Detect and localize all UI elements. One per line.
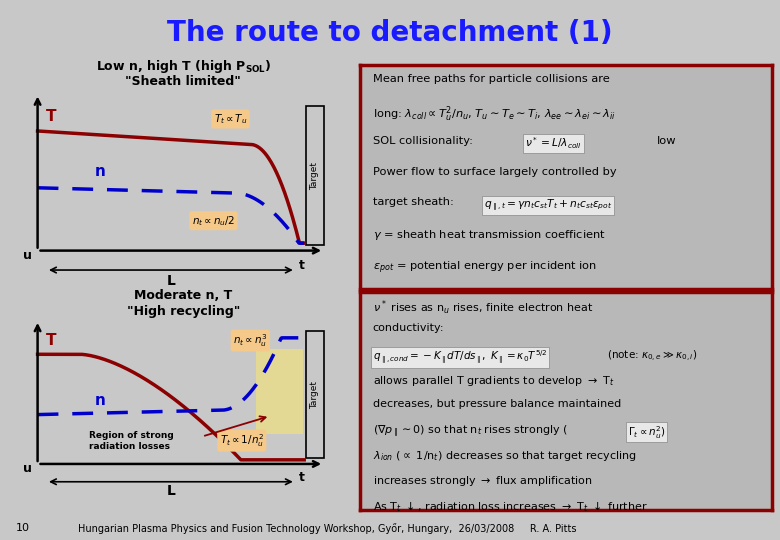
Text: t: t [299, 471, 304, 484]
Text: t: t [299, 259, 304, 272]
Bar [306, 331, 324, 458]
Text: long: $\lambda_{coll} \propto T_u^2/n_u$, $T_u \sim T_e \sim T_i$, $\lambda_{ee}: long: $\lambda_{coll} \propto T_u^2/n_u$… [373, 105, 615, 124]
Text: ($\nabla p_\parallel \sim 0$) so that n$_t$ rises strongly (: ($\nabla p_\parallel \sim 0$) so that n$… [373, 424, 568, 440]
Text: T: T [46, 333, 57, 348]
Text: SOL collisionality:: SOL collisionality: [373, 136, 473, 146]
Text: Target: Target [310, 162, 320, 190]
Text: $n_t \propto n_u^3$: $n_t \propto n_u^3$ [233, 332, 268, 349]
Text: Region of strong
radiation losses: Region of strong radiation losses [89, 431, 173, 451]
Text: Mean free paths for particle collisions are: Mean free paths for particle collisions … [373, 74, 609, 84]
Text: Hungarian Plasma Physics and Fusion Technology Workshop, Győr, Hungary,  26/03/2: Hungarian Plasma Physics and Fusion Tech… [78, 523, 576, 534]
Text: $\gamma$ = sheath heat transmission coefficient: $\gamma$ = sheath heat transmission coef… [373, 228, 605, 242]
Text: $\lambda_{ion}$ ($\propto$ 1/n$_t$) decreases so that target recycling: $\lambda_{ion}$ ($\propto$ 1/n$_t$) decr… [373, 449, 636, 463]
Bar [306, 105, 324, 245]
Text: T: T [46, 109, 57, 124]
Text: (note: $\kappa_{0,e} \gg \kappa_{0,i}$): (note: $\kappa_{0,e} \gg \kappa_{0,i}$) [608, 348, 697, 363]
Text: allows parallel T gradients to develop $\rightarrow$ T$_t$: allows parallel T gradients to develop $… [373, 374, 615, 388]
Text: $\Gamma_t \propto n_u^2$): $\Gamma_t \propto n_u^2$) [628, 424, 665, 441]
Text: increases strongly $\rightarrow$ flux amplification: increases strongly $\rightarrow$ flux am… [373, 474, 593, 488]
Text: As T$_t$ $\downarrow$, radiation loss increases $\rightarrow$ T$_t$ $\downarrow$: As T$_t$ $\downarrow$, radiation loss in… [373, 500, 647, 514]
Text: decreases, but pressure balance maintained: decreases, but pressure balance maintain… [373, 399, 621, 409]
Text: $n_t \propto n_u/2$: $n_t \propto n_u/2$ [192, 214, 235, 227]
Text: target sheath:: target sheath: [373, 198, 454, 207]
Text: u: u [23, 462, 32, 475]
Text: L: L [166, 484, 176, 498]
Text: Moderate n, T: Moderate n, T [134, 289, 232, 302]
Text: $q_{\parallel,t} = \gamma n_t c_{st} T_t + n_t c_{st} \varepsilon_{pot}$: $q_{\parallel,t} = \gamma n_t c_{st} T_t… [484, 198, 612, 214]
Text: 10: 10 [16, 523, 30, 533]
Text: u: u [23, 248, 32, 261]
Text: $\nu^*$ rises as n$_u$ rises, finite electron heat: $\nu^*$ rises as n$_u$ rises, finite ele… [373, 298, 593, 316]
Text: low: low [657, 136, 676, 146]
Text: "Sheath limited": "Sheath limited" [126, 75, 241, 87]
Text: Target: Target [310, 381, 320, 409]
Text: The route to detachment (1): The route to detachment (1) [167, 19, 613, 47]
Text: n: n [94, 393, 105, 408]
Bar [256, 349, 303, 434]
Text: "High recycling": "High recycling" [126, 305, 240, 318]
Text: Power flow to surface largely controlled by: Power flow to surface largely controlled… [373, 166, 616, 177]
Text: conductivity:: conductivity: [373, 323, 445, 333]
Text: $T_t \propto 1/n_u^2$: $T_t \propto 1/n_u^2$ [220, 432, 264, 449]
Text: $q_{\parallel,cond} = -K_\parallel dT/ds_\parallel,\ K_\parallel = \kappa_0 T^{5: $q_{\parallel,cond} = -K_\parallel dT/ds… [373, 348, 548, 367]
Text: $T_t \propto T_u$: $T_t \propto T_u$ [214, 112, 247, 126]
Text: L: L [166, 273, 176, 287]
Text: n: n [94, 164, 105, 179]
Text: Low n, high T (high P$_{\mathbf{SOL}}$): Low n, high T (high P$_{\mathbf{SOL}}$) [95, 58, 271, 75]
Text: $\varepsilon_{pot}$ = potential energy per incident ion: $\varepsilon_{pot}$ = potential energy p… [373, 259, 597, 276]
Text: $\nu^* = L/\lambda_{coll}$: $\nu^* = L/\lambda_{coll}$ [525, 136, 582, 151]
